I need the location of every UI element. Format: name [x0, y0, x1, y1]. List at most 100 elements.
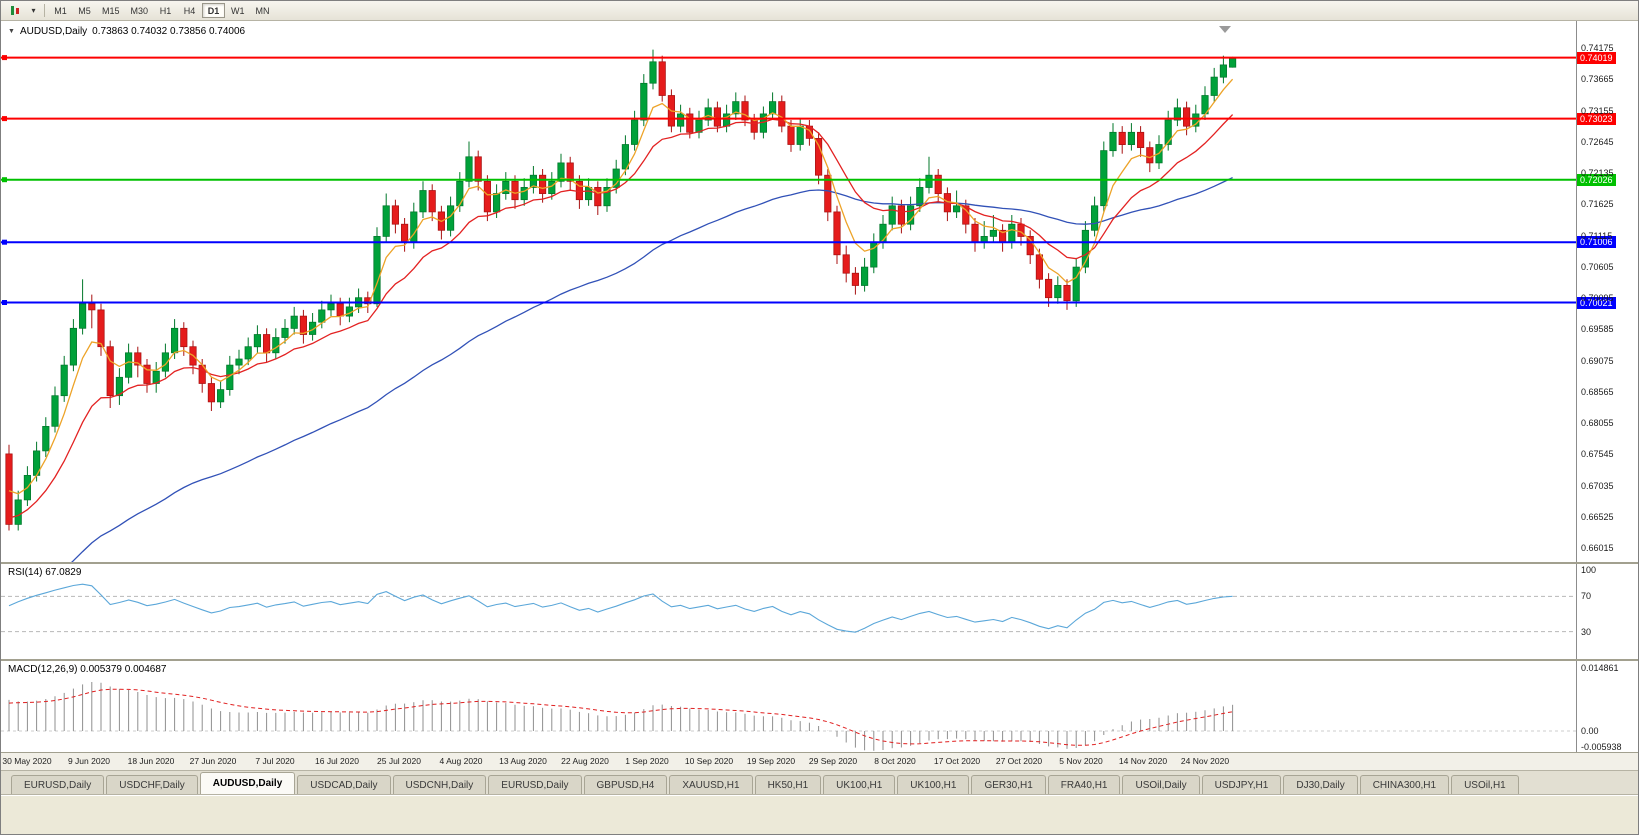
candle	[244, 346, 252, 360]
candle	[750, 119, 758, 133]
bottom-tab-usoildaily[interactable]: USOil,Daily	[1122, 775, 1200, 794]
price-line-badge: 0.73023	[1577, 112, 1616, 125]
bottom-tab-usdchfdaily[interactable]: USDCHF,Daily	[106, 775, 198, 794]
time-axis-label: 14 Nov 2020	[1118, 756, 1168, 766]
candle	[953, 205, 961, 213]
candle	[79, 303, 87, 329]
right-shift-marker-icon[interactable]	[1219, 26, 1231, 33]
candle	[1008, 223, 1016, 243]
bottom-tab-usdcaddaily[interactable]: USDCAD,Daily	[297, 775, 391, 794]
price-line-badge: 0.72026	[1577, 173, 1616, 186]
bottom-tab-audusddaily[interactable]: AUDUSD,Daily	[199, 772, 296, 794]
macd-label: MACD(12,26,9) 0.005379 0.004687	[8, 664, 167, 675]
timeframe-button-D1[interactable]: D1	[202, 3, 226, 18]
bull-bar-glyph	[11, 6, 14, 15]
time-axis-label: 22 Aug 2020	[561, 756, 609, 766]
bottom-tab-uk100h1[interactable]: UK100,H1	[823, 775, 896, 794]
chart-header: ▼ AUDUSD,Daily 0.73863 0.74032 0.73856 0…	[8, 26, 245, 37]
candle	[741, 101, 749, 121]
price-line-badge: 0.70021	[1577, 296, 1616, 309]
candle	[410, 211, 418, 243]
price-chart-panel[interactable]: ▼ AUDUSD,Daily 0.73863 0.74032 0.73856 0…	[1, 21, 1638, 564]
price-axis-label: 0.73665	[1581, 74, 1614, 85]
candle	[1035, 254, 1043, 280]
candle	[842, 254, 850, 274]
candle	[428, 190, 436, 213]
macd-axis[interactable]: 0.014861 0.00 -0.005938	[1576, 661, 1638, 752]
candle	[815, 138, 823, 176]
candle	[989, 229, 997, 237]
macd-axis-label: 0.00	[1581, 726, 1599, 736]
rsi-axis[interactable]: 100 70 30	[1576, 564, 1638, 659]
candle	[281, 327, 289, 338]
price-axis-label: 0.66525	[1581, 511, 1614, 522]
rsi-panel[interactable]: RSI(14) 67.0829 100 70 30	[1, 564, 1638, 661]
bottom-tab-hk50h1[interactable]: HK50,H1	[754, 775, 822, 794]
candle	[686, 113, 694, 133]
candle	[263, 334, 271, 354]
candle	[594, 187, 602, 207]
candle	[299, 315, 307, 335]
bottom-tab-dj30daily[interactable]: DJ30,Daily	[1283, 775, 1358, 794]
timeframe-button-MN[interactable]: MN	[255, 5, 270, 16]
time-axis[interactable]: 30 May 2020 9 Jun 2020 18 Jun 2020 27 Jun 2…	[1, 753, 1638, 771]
bottom-tab-eurusddaily[interactable]: EURUSD,Daily	[11, 775, 105, 794]
line-handle[interactable]	[2, 300, 7, 305]
time-axis-label: 5 Nov 2020	[1059, 756, 1103, 766]
candle	[1026, 236, 1034, 256]
chart-tab-bar: EURUSD,Daily USDCHF,Daily AUDUSD,Daily USDC…	[1, 771, 1638, 795]
bottom-tab-china300h1[interactable]: CHINA300,H1	[1359, 775, 1450, 794]
timeframe-button-M30[interactable]: M30	[130, 5, 149, 16]
bottom-tab-uk100h1[interactable]: UK100,H1	[897, 775, 970, 794]
bottom-tab-eurusddaily[interactable]: EURUSD,Daily	[488, 775, 582, 794]
candle	[290, 315, 298, 329]
timeframe-button-M15[interactable]: M15	[102, 5, 120, 16]
candle	[787, 125, 795, 145]
rsi-axis-label: 30	[1581, 626, 1592, 637]
macd-chart[interactable]	[1, 661, 1576, 753]
candle	[88, 303, 96, 311]
price-axis[interactable]: 0.74019 0.73023 0.72026 0.71006 0.70021 0.741…	[1576, 21, 1638, 562]
bottom-tab-usdcnhdaily[interactable]: USDCNH,Daily	[392, 775, 487, 794]
bottom-tab-xauusdh1[interactable]: XAUUSD,H1	[669, 775, 753, 794]
line-handle[interactable]	[2, 116, 7, 122]
timeframe-button-M5[interactable]: M5	[78, 5, 91, 16]
toolbar-separator	[44, 4, 45, 17]
bottom-tab-ger30h1[interactable]: GER30,H1	[971, 775, 1046, 794]
candle	[318, 309, 326, 323]
candle	[336, 303, 344, 317]
price-axis-label: 0.72645	[1581, 136, 1614, 147]
candle	[115, 376, 123, 397]
candle	[382, 205, 390, 237]
price-axis-label: 0.70095	[1581, 293, 1614, 303]
chart-type-icon[interactable]	[4, 3, 26, 19]
candle	[373, 236, 381, 305]
timeframe-button-H4[interactable]: H4	[183, 5, 196, 16]
bottom-tab-usdjpyh1[interactable]: USDJPY,H1	[1201, 775, 1282, 794]
line-handle[interactable]	[2, 55, 7, 61]
candle	[5, 453, 13, 525]
candle	[557, 162, 565, 182]
chart-dropdown-caret-icon[interactable]: ▾	[31, 6, 36, 15]
line-handle[interactable]	[2, 177, 7, 183]
price-axis-label: 0.67035	[1581, 480, 1614, 491]
candle	[520, 187, 528, 201]
candle	[171, 327, 179, 354]
candle	[548, 180, 556, 194]
candle	[851, 272, 859, 286]
timeframe-button-H1[interactable]: H1	[159, 5, 172, 16]
bottom-tab-gbpusdh4[interactable]: GBPUSD,H4	[583, 775, 668, 794]
timeframe-button-M1[interactable]: M1	[54, 5, 67, 16]
candle	[1081, 229, 1089, 268]
bottom-tab-fra40h1[interactable]: FRA40,H1	[1047, 775, 1121, 794]
bottom-tab-usoilh1[interactable]: USOil,H1	[1451, 775, 1519, 794]
timeframe-button-W1[interactable]: W1	[231, 5, 245, 16]
candle	[1091, 205, 1099, 231]
rsi-chart[interactable]	[1, 564, 1576, 661]
candlestick-chart[interactable]	[1, 21, 1576, 564]
ohlc-toggle-icon[interactable]: ▼	[8, 28, 15, 35]
macd-axis-label: 0.014861	[1581, 662, 1619, 673]
line-handle[interactable]	[2, 239, 7, 245]
ohlc-values: 0.73863 0.74032 0.73856 0.74006	[92, 26, 246, 37]
macd-panel[interactable]: MACD(12,26,9) 0.005379 0.004687 0.014861…	[1, 661, 1638, 753]
